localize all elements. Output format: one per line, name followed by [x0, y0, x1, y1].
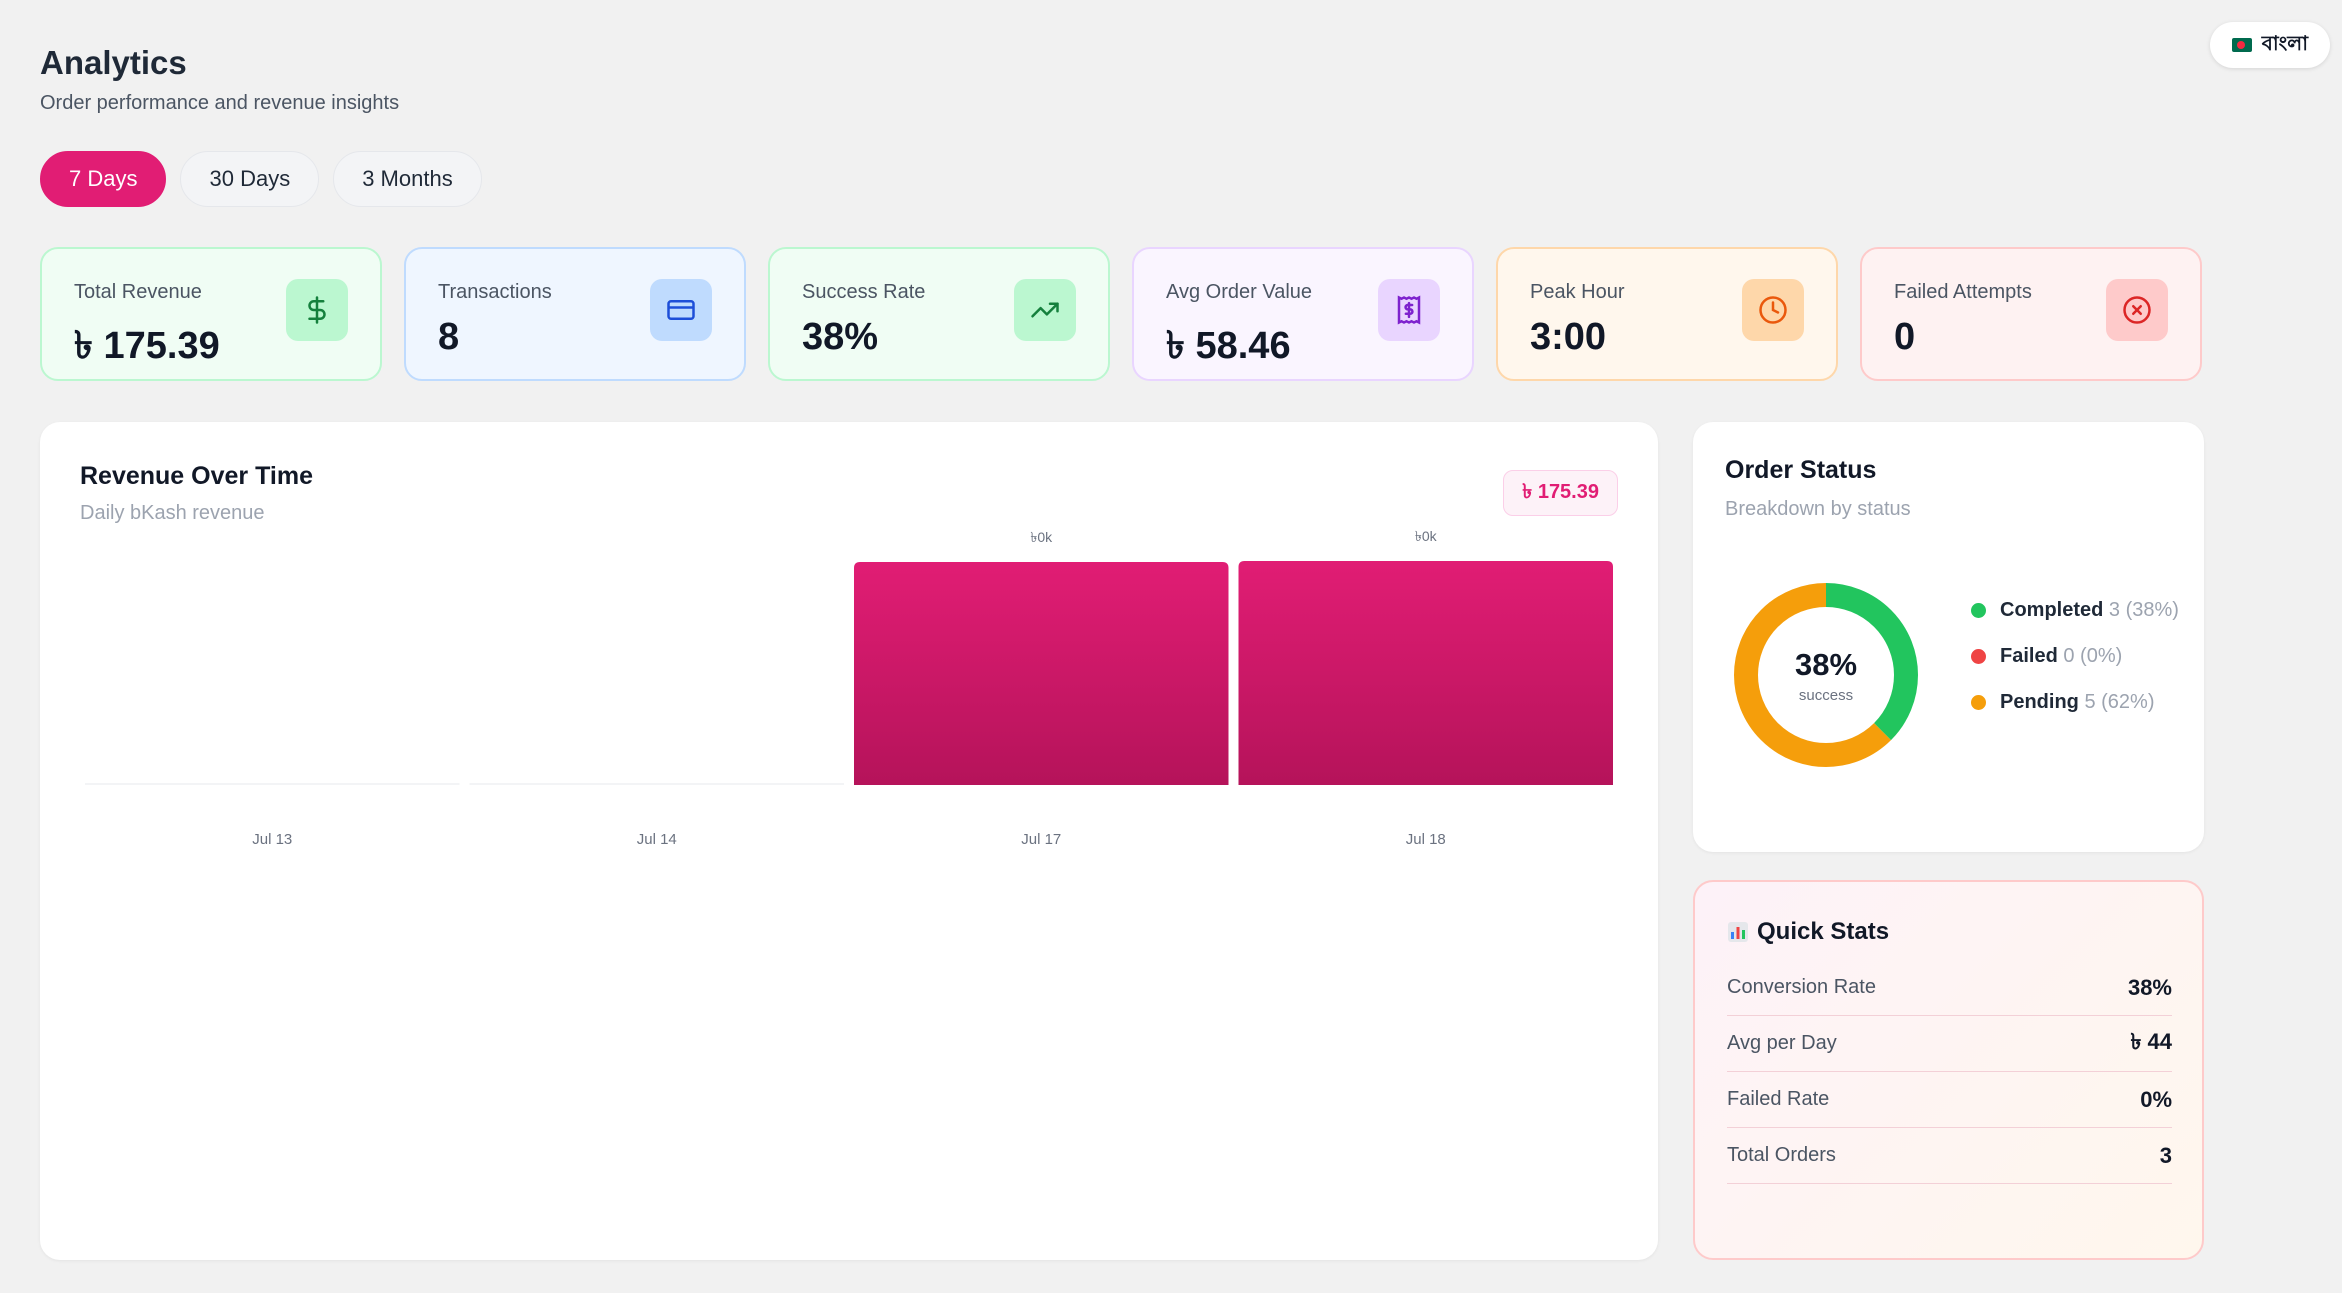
status-dot: [1971, 603, 1986, 618]
bangladesh-flag-icon: [2231, 38, 2252, 52]
stat-value: 0%: [2140, 1086, 2172, 1112]
kpi-label: Success Rate: [802, 281, 926, 303]
kpi-value: 0: [1894, 316, 1916, 358]
quick-stats-list: Conversion Rate 38% Avg per Day ৳ 44 Fai…: [1727, 960, 2172, 1184]
x-tick-label: Jul 13: [252, 831, 292, 848]
x-tick-label: Jul 18: [1406, 831, 1446, 848]
legend-count: 5 (62%): [2084, 691, 2155, 713]
receipt-icon: [1378, 279, 1440, 341]
kpi-value: ৳ 58.46: [1166, 325, 1291, 367]
x-tick-label: Jul 17: [1021, 831, 1061, 848]
trending-up-icon: [1014, 279, 1076, 341]
stat-value: 3: [2159, 1142, 2172, 1168]
range-7-days-button[interactable]: 7 Days: [40, 151, 167, 207]
bar-chart-emoji-icon: [1728, 922, 1748, 942]
kpi-label: Peak Hour: [1530, 281, 1625, 303]
legend-name: Pending: [2000, 691, 2079, 713]
x-tick-label: Jul 14: [637, 831, 677, 848]
stat-label: Total Orders: [1727, 1144, 1836, 1166]
kpi-label: Transactions: [438, 281, 552, 303]
kpi-value: 8: [438, 316, 460, 358]
legend-count: 3 (38%): [2108, 599, 2179, 621]
quick-stats-title-text: Quick Stats: [1757, 918, 1890, 945]
stat-label: Avg per Day: [1727, 1032, 1837, 1054]
kpi-cards: Total Revenue ৳ 175.39 Transactions 8 Su…: [40, 247, 2204, 381]
language-toggle-button[interactable]: বাংলা: [2209, 22, 2330, 68]
quick-stat-row: Conversion Rate 38%: [1727, 960, 2172, 1016]
date-range-selector: 7 Days 30 Days 3 Months: [40, 151, 2204, 207]
clock-icon: [1742, 279, 1804, 341]
stat-value: ৳ 44: [2130, 1029, 2172, 1054]
chart-title: Revenue Over Time: [80, 462, 313, 490]
donut-center: 38% success: [1733, 582, 1919, 768]
legend-completed: Completed 3 (38%): [1971, 594, 2181, 626]
revenue-bar[interactable]: [854, 562, 1229, 785]
kpi-avg-order-value: Avg Order Value ৳ 58.46: [1132, 247, 1474, 381]
stat-label: Conversion Rate: [1727, 976, 1876, 998]
total-revenue-badge: ৳ 175.39: [1503, 470, 1618, 516]
analytics-page: Analytics Order performance and revenue …: [40, 40, 2204, 1260]
page-subtitle: Order performance and revenue insights: [40, 92, 400, 114]
kpi-failed-attempts: Failed Attempts 0: [1860, 247, 2202, 381]
legend-count: 0 (0%): [2063, 645, 2123, 667]
revenue-chart-card: Revenue Over Time Daily bKash revenue ৳ …: [40, 422, 1658, 1260]
status-subtitle: Breakdown by status: [1725, 498, 1911, 520]
donut-label: success: [1798, 686, 1854, 704]
status-legend: Completed 3 (38%) Failed 0 (0%) Pending …: [1971, 594, 2181, 732]
status-title: Order Status: [1725, 456, 1877, 484]
bar-data-label: ৳0k: [1030, 529, 1053, 545]
revenue-bar[interactable]: [469, 783, 845, 785]
stat-label: Failed Rate: [1727, 1088, 1830, 1110]
legend-pending: Pending 5 (62%): [1971, 686, 2181, 718]
legend-name: Completed: [2000, 599, 2104, 621]
kpi-peak-hour: Peak Hour 3:00: [1496, 247, 1838, 381]
kpi-transactions: Transactions 8: [404, 247, 746, 381]
range-30-days-button[interactable]: 30 Days: [180, 151, 320, 207]
quick-stats-title: Quick Stats: [1727, 918, 1889, 946]
revenue-bar[interactable]: [1238, 561, 1614, 785]
legend-name: Failed: [2000, 645, 2058, 667]
stat-value: 38%: [2127, 974, 2172, 1000]
kpi-value: 38%: [802, 316, 879, 358]
legend-failed: Failed 0 (0%): [1971, 640, 2181, 672]
chart-subtitle: Daily bKash revenue: [80, 502, 265, 524]
x-circle-icon: [2106, 279, 2168, 341]
quick-stat-row: Failed Rate 0%: [1727, 1072, 2172, 1128]
kpi-label: Total Revenue: [74, 281, 202, 303]
page-title: Analytics: [40, 44, 187, 81]
kpi-total-revenue: Total Revenue ৳ 175.39: [40, 247, 382, 381]
order-status-card: Order Status Breakdown by status 38% suc…: [1693, 422, 2204, 852]
donut-percent: 38%: [1794, 646, 1858, 682]
bar-data-label: ৳0k: [1415, 528, 1438, 544]
range-3-months-button[interactable]: 3 Months: [333, 151, 482, 207]
quick-stats-card: Quick Stats Conversion Rate 38% Avg per …: [1693, 880, 2204, 1260]
donut-segment-pending[interactable]: [1734, 583, 1918, 767]
revenue-bar[interactable]: [85, 783, 460, 785]
language-label: বাংলা: [2261, 32, 2308, 55]
status-dot: [1971, 649, 1986, 664]
kpi-value: ৳ 175.39: [74, 325, 220, 367]
quick-stat-row: Total Orders 3: [1727, 1128, 2172, 1184]
order-status-donut: [1734, 583, 1918, 767]
kpi-success-rate: Success Rate 38%: [768, 247, 1110, 381]
kpi-label: Failed Attempts: [1894, 281, 2032, 303]
kpi-label: Avg Order Value: [1166, 281, 1313, 303]
credit-card-icon: [650, 279, 712, 341]
revenue-bar-chart: Jul 13 Jul 14 ৳0k Jul 17 ৳0k Jul 18: [85, 528, 1614, 848]
status-dot: [1971, 695, 1986, 710]
kpi-value: 3:00: [1530, 316, 1607, 358]
dollar-icon: [286, 279, 348, 341]
quick-stat-row: Avg per Day ৳ 44: [1727, 1016, 2172, 1072]
